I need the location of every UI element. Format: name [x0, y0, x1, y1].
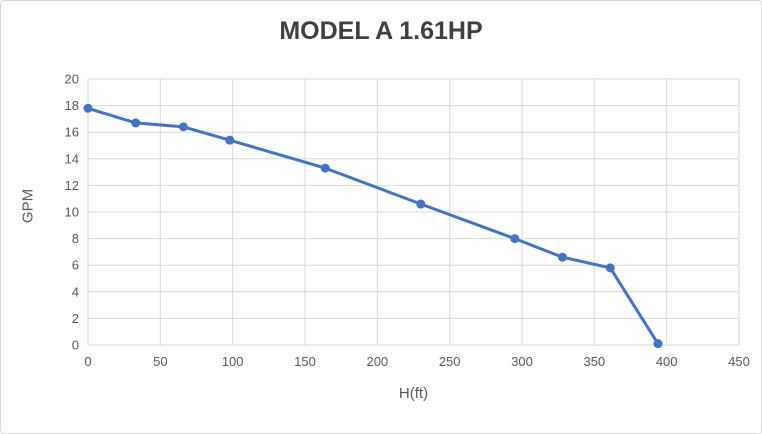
x-tick-label: 400	[656, 354, 678, 369]
data-point	[605, 263, 615, 273]
data-point	[510, 234, 520, 244]
data-point	[653, 339, 663, 349]
data-point	[83, 103, 93, 113]
x-tick-label: 300	[511, 354, 533, 369]
x-tick-label: 50	[153, 354, 167, 369]
y-tick-label: 2	[72, 311, 79, 326]
y-tick-label: 4	[72, 284, 79, 299]
x-tick-label: 450	[728, 354, 750, 369]
data-point	[178, 122, 188, 132]
data-point	[558, 252, 568, 262]
data-point	[225, 135, 235, 145]
x-tick-label: 0	[84, 354, 91, 369]
y-tick-label: 0	[72, 338, 79, 353]
x-tick-label: 150	[294, 354, 316, 369]
y-tick-label: 12	[65, 178, 79, 193]
y-tick-label: 10	[65, 205, 79, 220]
y-tick-label: 20	[65, 72, 79, 87]
y-tick-label: 6	[72, 258, 79, 273]
x-axis-title: H(ft)	[398, 385, 429, 402]
x-tick-label: 350	[583, 354, 605, 369]
x-tick-label: 250	[439, 354, 461, 369]
x-tick-label: 100	[222, 354, 244, 369]
y-tick-label: 8	[72, 231, 79, 246]
series-line	[86, 106, 660, 346]
y-axis-title: GPM	[19, 188, 37, 224]
y-tick-label: 16	[65, 125, 79, 140]
data-point	[320, 163, 330, 173]
x-tick-label: 200	[366, 354, 388, 369]
y-tick-label: 18	[65, 98, 79, 113]
data-point	[416, 199, 426, 209]
y-tick-label: 14	[65, 151, 79, 166]
chart-title: MODEL A 1.61HP	[279, 17, 483, 45]
data-point	[131, 118, 141, 128]
